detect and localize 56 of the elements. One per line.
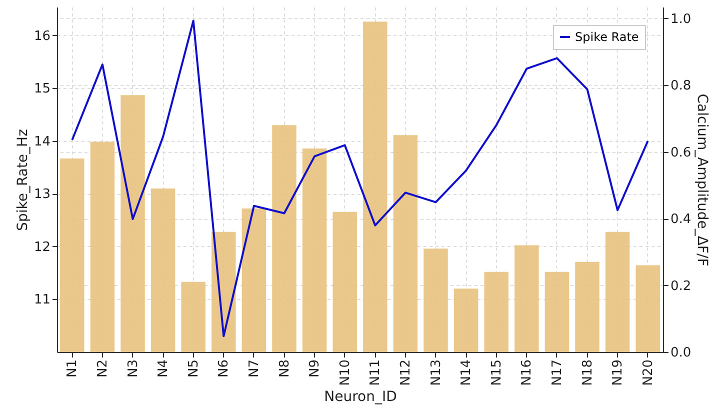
y2-tick-label: 0.6 <box>670 145 692 160</box>
bar <box>332 212 357 352</box>
x-tick-label: N18 <box>580 360 596 386</box>
bar <box>484 272 508 352</box>
bar <box>636 265 660 352</box>
bar <box>393 135 418 352</box>
y2-axis-title: Calcium_Amplitude_ΔF/F <box>694 94 710 266</box>
x-tick-label: N2 <box>95 360 110 378</box>
x-tick-label: N7 <box>246 360 262 378</box>
x-tick-label: N4 <box>156 360 172 378</box>
y-tick-label: 14 <box>34 134 50 150</box>
bar <box>514 245 539 352</box>
x-tick-label: N17 <box>550 360 565 386</box>
x-tick-label: N9 <box>308 360 323 378</box>
y2-tick-label: 0.8 <box>670 78 692 94</box>
bar <box>575 262 600 352</box>
x-tick-label: N5 <box>186 360 202 378</box>
bar <box>302 148 327 352</box>
bar <box>120 95 145 352</box>
bar <box>150 188 176 352</box>
x-tick-label: N8 <box>277 360 292 378</box>
line-series <box>71 20 649 338</box>
x-tick-label: N14 <box>459 360 474 386</box>
legend-label: Spike Rate <box>575 30 639 44</box>
x-tick-label: N12 <box>398 360 414 386</box>
bar <box>605 232 630 352</box>
x-tick-label: N1 <box>65 360 80 378</box>
y-tick-label: 16 <box>34 28 50 44</box>
y2-tick-label: 0.4 <box>670 212 692 228</box>
x-tick-label: N16 <box>520 360 535 386</box>
y-tick-label: 15 <box>34 82 50 97</box>
bar <box>454 288 478 352</box>
bar <box>242 208 266 352</box>
bar <box>181 282 206 352</box>
bar <box>544 272 570 352</box>
x-tick-label: N13 <box>428 360 444 386</box>
y2-tick-label: 0.2 <box>670 278 692 294</box>
bar <box>272 125 296 352</box>
x-tick-label: N15 <box>489 360 504 386</box>
x-tick-label: N11 <box>368 360 384 386</box>
x-tick-label: N20 <box>640 360 656 386</box>
y-axis-title: Spike_Rate_Hz <box>14 129 31 231</box>
x-tick-label: N3 <box>126 360 141 378</box>
y-tick-label: 11 <box>34 292 50 308</box>
y2-tick-label: 1.0 <box>670 12 692 27</box>
bar <box>60 158 84 352</box>
y-tick-label: 12 <box>34 240 50 255</box>
x-tick-label: N10 <box>338 360 353 386</box>
y2-tick-label: 0.0 <box>670 346 692 360</box>
x-tick-label: N19 <box>610 360 626 386</box>
x-tick-label: N6 <box>216 360 232 378</box>
x-axis-title: Neuron_ID <box>324 388 397 405</box>
bar <box>424 248 448 352</box>
y-tick-label: 13 <box>34 187 50 202</box>
bar <box>363 22 388 352</box>
bar <box>90 142 115 352</box>
